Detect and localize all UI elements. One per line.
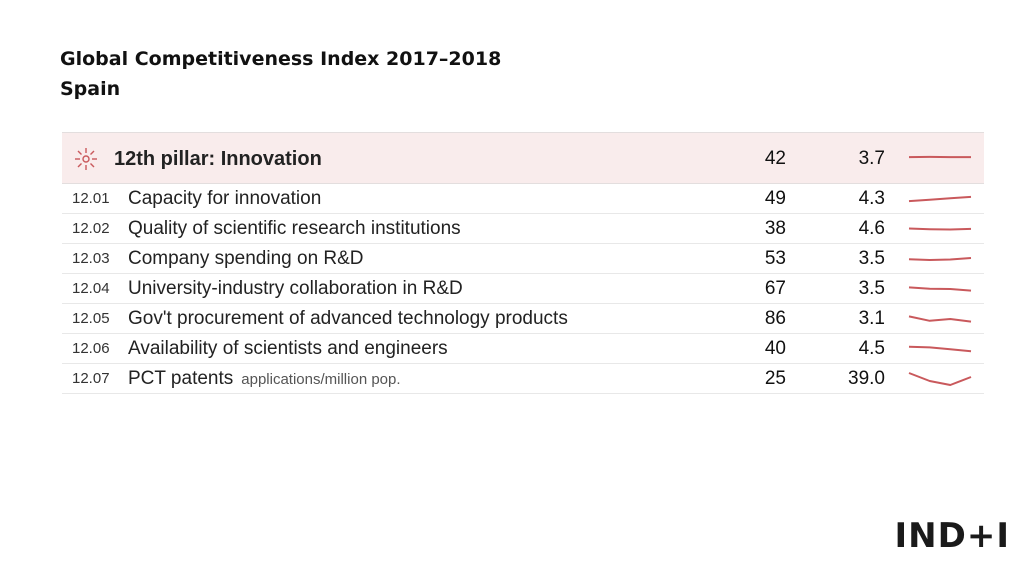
indicator-label-text: Gov't procurement of advanced technology… — [128, 308, 568, 329]
indicator-trend-sparkline — [908, 315, 972, 323]
page-title: Global Competitiveness Index 2017–2018 S… — [60, 44, 501, 104]
indicator-rank: 86 — [764, 308, 786, 329]
pillar-rank: 42 — [764, 148, 786, 169]
indicator-label-text: Quality of scientific research instituti… — [128, 218, 461, 239]
indicator-row: 12.06 Availability of scientists and engi… — [62, 334, 984, 364]
indicator-label-text: Availability of scientists and engineers — [128, 338, 448, 359]
indicator-score: 4.6 — [858, 218, 885, 239]
indicator-unit: applications/million pop. — [241, 371, 401, 388]
indicator-rank: 53 — [764, 248, 786, 269]
indicator-score: 3.5 — [858, 248, 885, 269]
indicator-label: PCT patents applications/million pop. — [128, 364, 401, 395]
indicator-code: 12.03 — [72, 250, 110, 267]
indicator-score: 3.1 — [858, 308, 885, 329]
indicator-rank: 25 — [764, 368, 786, 389]
indicator-label: Quality of scientific research instituti… — [128, 214, 469, 245]
pillar-header-row: 12th pillar: Innovation 42 3.7 — [62, 132, 984, 184]
ind-i-logo: IND+I — [894, 516, 1010, 556]
pillar-score: 3.7 — [858, 148, 885, 169]
indicator-row: 12.05 Gov't procurement of advanced techn… — [62, 304, 984, 334]
indicator-trend-sparkline — [908, 372, 972, 386]
indicator-rank: 38 — [764, 218, 786, 239]
indicator-code: 12.01 — [72, 190, 110, 207]
indicator-code: 12.05 — [72, 310, 110, 327]
indicator-code: 12.04 — [72, 280, 110, 297]
title-line-country: Spain — [60, 78, 121, 100]
title-line-index: Global Competitiveness Index 2017–2018 — [60, 48, 502, 70]
indicator-trend-sparkline — [908, 286, 972, 292]
indicator-label: Company spending on R&D — [128, 244, 372, 275]
sparkline-path — [908, 372, 972, 386]
indicator-rank: 40 — [764, 338, 786, 359]
indicator-label-text: Capacity for innovation — [128, 188, 322, 209]
sparkline-path — [908, 195, 972, 203]
indicator-trend-sparkline — [908, 345, 972, 353]
indicator-row: 12.04 University-industry collaboration i… — [62, 274, 984, 304]
indicator-code: 12.07 — [72, 370, 110, 387]
indicator-label: Capacity for innovation — [128, 184, 329, 215]
indicator-rank: 49 — [764, 188, 786, 209]
indicator-label: University-industry collaboration in R&D — [128, 274, 471, 305]
indicator-rank: 67 — [764, 278, 786, 299]
indicator-row: 12.03 Company spending on R&D 53 3.5 — [62, 244, 984, 274]
indicator-score: 39.0 — [848, 368, 885, 389]
sun-burst-icon — [75, 148, 97, 170]
indicator-label-text: University-industry collaboration in R&D — [128, 278, 463, 299]
indicator-trend-sparkline — [908, 195, 972, 203]
indicator-score: 3.5 — [858, 278, 885, 299]
innovation-table: 12th pillar: Innovation 42 3.7 12.01 Capa… — [62, 132, 984, 394]
indicator-row: 12.02 Quality of scientific research inst… — [62, 214, 984, 244]
indicator-label-text: Company spending on R&D — [128, 248, 364, 269]
indicator-score: 4.3 — [858, 188, 885, 209]
sparkline-path — [908, 286, 972, 292]
indicator-code: 12.06 — [72, 340, 110, 357]
indicator-code: 12.02 — [72, 220, 110, 237]
indicator-label: Gov't procurement of advanced technology… — [128, 304, 576, 335]
indicator-trend-sparkline — [908, 227, 972, 231]
indicator-row: 12.07 PCT patents applications/million pop… — [62, 364, 984, 394]
sparkline-path — [908, 345, 972, 353]
sparkline-path — [908, 227, 972, 231]
sparkline-path — [908, 315, 972, 323]
sparkline-path — [908, 257, 972, 261]
indicator-score: 4.5 — [858, 338, 885, 359]
indicator-label: Availability of scientists and engineers — [128, 334, 456, 365]
indicator-trend-sparkline — [908, 257, 972, 261]
indicator-label-text: PCT patents — [128, 368, 234, 389]
pillar-trend-sparkline — [908, 155, 971, 159]
pillar-label: 12th pillar: Innovation — [114, 148, 322, 170]
indicator-row: 12.01 Capacity for innovation 49 4.3 — [62, 184, 984, 214]
